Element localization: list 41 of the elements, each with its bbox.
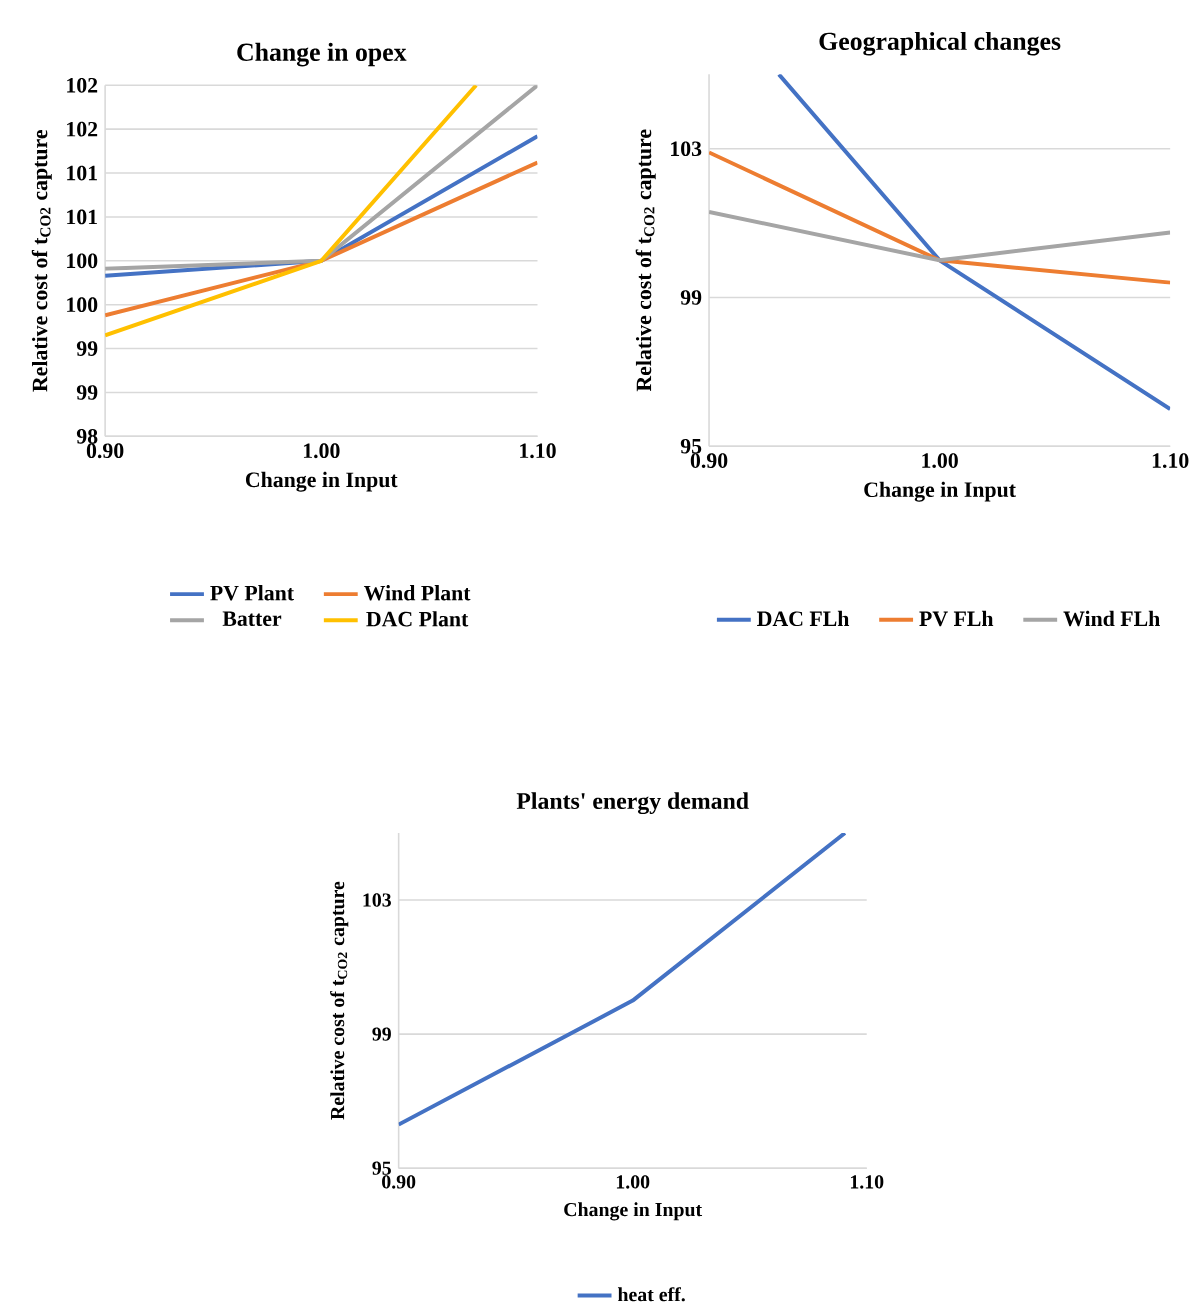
legend-label: DAC Plant <box>366 611 469 627</box>
y-tick-label: 100 <box>67 253 98 269</box>
y-tick-label: 101 <box>67 209 97 225</box>
x-tick-label: 0.90 <box>690 453 728 469</box>
y-tick-label: 102 <box>67 121 98 137</box>
legend-label: PV FLh <box>919 610 994 627</box>
x-axis-title: Change in Input <box>245 471 398 492</box>
legend-label: DAC FLh <box>757 610 850 627</box>
y-tick-label: 95 <box>680 438 702 454</box>
y-tick-label: 101 <box>67 165 97 181</box>
y-tick-label: 100 <box>67 297 98 313</box>
legend-label: Batter <box>222 611 282 627</box>
x-axis-title: Change in Input <box>864 481 1016 502</box>
legend-label: PV Plant <box>210 585 294 601</box>
x-tick-label: 1.10 <box>520 443 556 459</box>
x-tick-label: 0.90 <box>382 1175 416 1189</box>
x-tick-label: 0.90 <box>86 443 124 459</box>
chart-title: Change in opex <box>237 42 407 67</box>
y-tick-label: 95 <box>372 1161 391 1175</box>
y-axis-title: Relative cost of t$_{CO2}$ capture <box>330 881 349 1120</box>
x-tick-label: 1.00 <box>616 1175 650 1189</box>
y-axis-title: Relative cost of t$_{CO2}$ capture <box>635 129 656 392</box>
x-tick-label: 1.00 <box>922 453 958 469</box>
y-tick-label: 99 <box>680 290 702 305</box>
legend-label: Wind FLh <box>1063 610 1160 627</box>
x-tick-label: 1.00 <box>303 443 340 459</box>
y-tick-label: 103 <box>671 141 702 157</box>
chart-title: Geographical changes <box>819 31 1061 56</box>
legend-label: heat eff. <box>617 1287 685 1302</box>
x-axis-title: Change in Input <box>564 1202 703 1221</box>
x-tick-label: 1.10 <box>850 1175 884 1189</box>
y-tick-label: 99 <box>76 385 98 400</box>
y-tick-label: 98 <box>76 428 98 444</box>
x-tick-label: 1.10 <box>1152 453 1189 469</box>
legend-label: Wind Plant <box>363 585 471 601</box>
y-tick-label: 99 <box>76 341 98 356</box>
y-axis-title: Relative cost of t$_{CO2}$ capture <box>31 130 52 392</box>
y-tick-label: 99 <box>372 1027 391 1041</box>
y-tick-label: 103 <box>363 893 391 907</box>
y-tick-label: 102 <box>67 77 98 93</box>
chart-title: Plants' energy demand <box>516 792 749 815</box>
